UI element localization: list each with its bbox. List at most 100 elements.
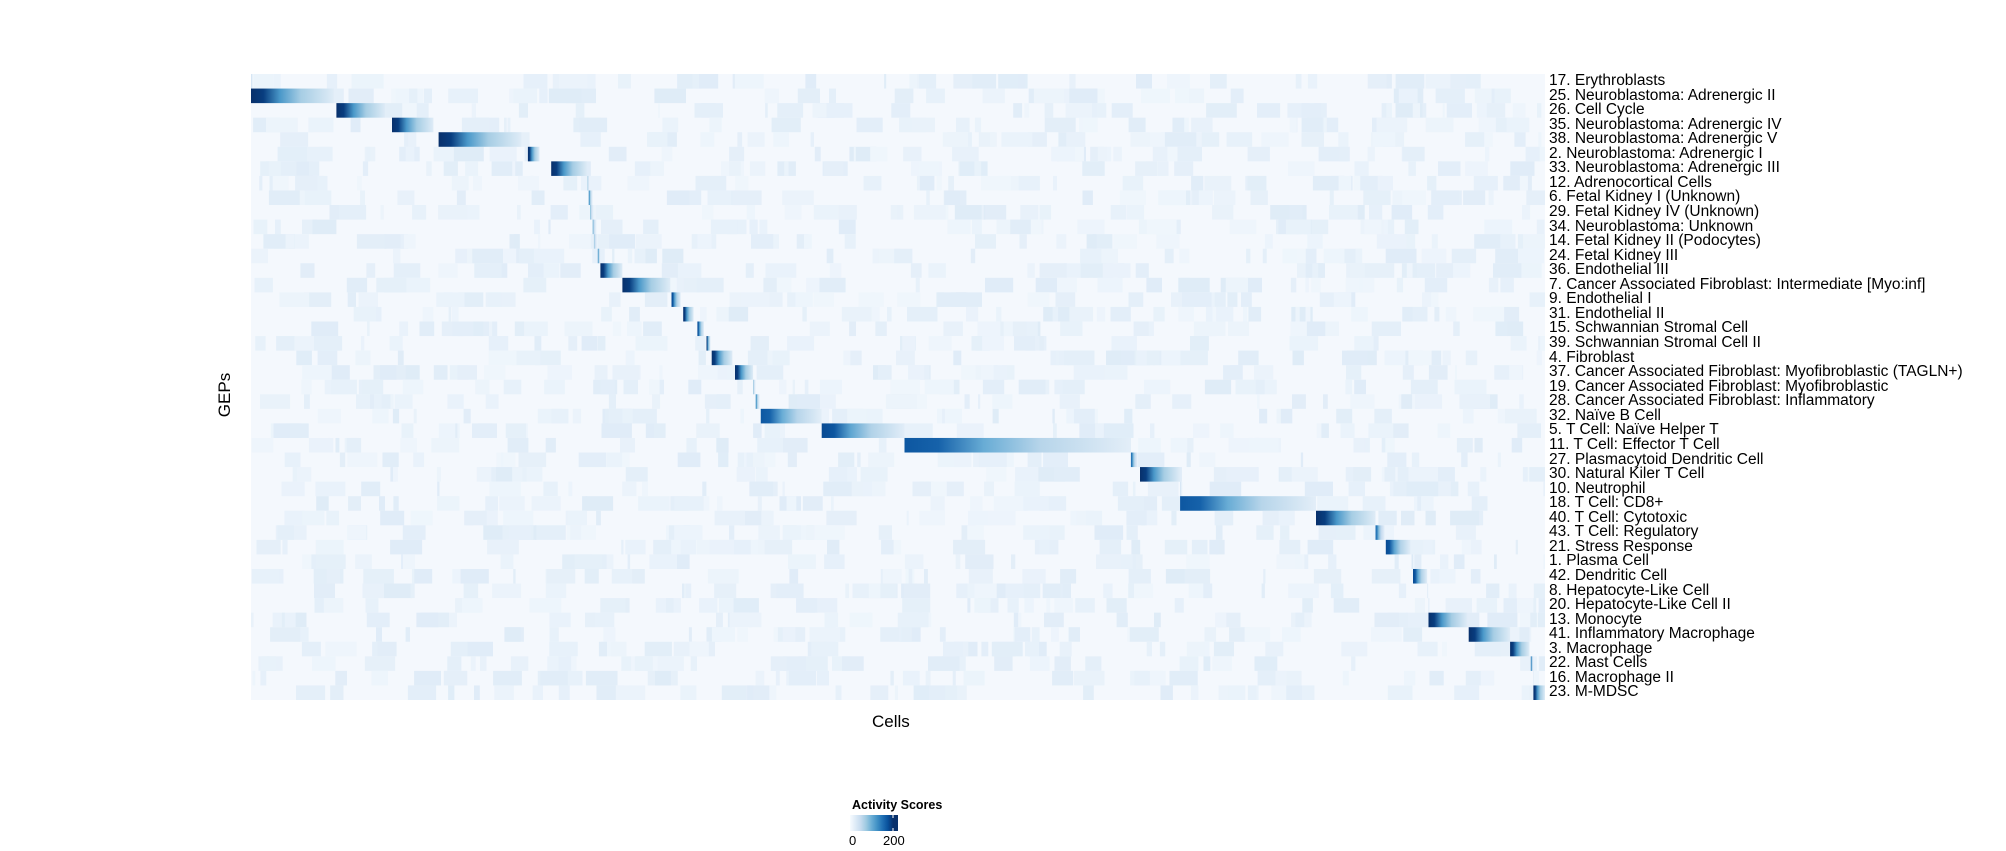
texture-band <box>437 496 460 511</box>
texture-band <box>528 263 544 278</box>
texture-band <box>1261 132 1289 147</box>
texture-band <box>585 670 618 686</box>
texture-band <box>1510 336 1527 351</box>
texture-band <box>701 496 710 511</box>
texture-band <box>551 408 569 424</box>
texture-band <box>937 408 962 424</box>
texture-band <box>546 568 576 584</box>
texture-band <box>1368 423 1394 438</box>
row-label: 7. Cancer Associated Fibroblast: Interme… <box>1549 275 1926 293</box>
texture-band <box>1212 205 1234 220</box>
texture-band <box>314 336 343 351</box>
texture-band <box>1471 496 1488 511</box>
texture-band <box>1438 161 1461 176</box>
texture-band <box>1487 612 1518 628</box>
texture-band <box>1354 161 1369 176</box>
texture-band <box>880 627 912 642</box>
texture-band <box>1376 234 1407 249</box>
texture-band <box>1412 554 1422 569</box>
texture-band <box>1167 74 1190 89</box>
texture-band <box>786 496 797 511</box>
texture-band <box>728 306 749 322</box>
texture-band <box>413 452 425 468</box>
texture-band <box>1425 117 1454 133</box>
texture-band <box>1295 554 1303 569</box>
texture-band <box>784 205 802 220</box>
texture-band <box>1083 685 1094 700</box>
heatmap-block-row-1 <box>251 88 334 104</box>
texture-band <box>764 423 780 438</box>
heatmap-block-row-34 <box>1413 568 1428 584</box>
texture-band <box>729 146 745 162</box>
texture-band <box>260 161 269 176</box>
texture-band <box>1052 277 1077 293</box>
texture-band <box>745 263 754 278</box>
texture-band <box>1453 321 1460 337</box>
texture-band <box>677 452 701 468</box>
texture-band <box>1136 394 1151 409</box>
texture-band <box>1113 234 1138 249</box>
texture-band <box>575 103 585 118</box>
texture-band <box>601 219 623 235</box>
texture-band <box>1230 88 1244 104</box>
texture-band <box>919 175 935 191</box>
texture-band <box>1075 598 1095 613</box>
texture-band <box>788 554 816 569</box>
texture-band <box>729 612 762 628</box>
row-label: 34. Neuroblastoma: Unknown <box>1549 217 1754 235</box>
texture-band <box>1186 452 1191 468</box>
texture-band <box>256 539 281 555</box>
texture-band <box>1023 583 1041 599</box>
texture-band <box>1522 467 1528 482</box>
texture-band <box>483 525 506 540</box>
texture-band <box>1156 234 1180 249</box>
texture-band <box>1474 437 1483 453</box>
texture-band <box>1387 685 1413 700</box>
texture-band <box>1401 394 1413 409</box>
texture-band <box>680 539 697 555</box>
texture-band <box>394 394 413 409</box>
texture-band <box>702 481 707 497</box>
texture-band <box>1301 132 1324 147</box>
texture-band <box>1015 467 1039 482</box>
texture-band <box>1302 554 1309 569</box>
texture-band <box>897 292 921 307</box>
texture-band <box>841 306 872 322</box>
texture-band <box>1227 292 1238 307</box>
texture-band <box>608 146 627 162</box>
texture-band <box>961 641 969 657</box>
texture-band <box>924 568 928 584</box>
texture-band <box>1215 525 1223 540</box>
texture-band <box>963 670 985 686</box>
texture-band <box>254 277 273 293</box>
texture-band <box>280 132 309 147</box>
texture-band <box>804 379 809 395</box>
texture-band <box>729 161 741 176</box>
texture-band <box>401 423 414 438</box>
texture-band <box>380 510 405 526</box>
texture-band <box>1281 627 1301 642</box>
texture-band <box>811 641 839 657</box>
texture-band <box>251 568 280 584</box>
texture-band <box>1228 685 1246 700</box>
row-label: 20. Hepatocyte-Like Cell II <box>1549 596 1731 614</box>
texture-band <box>970 496 983 511</box>
texture-band <box>945 481 964 497</box>
texture-band <box>1473 175 1498 191</box>
texture-band <box>1204 627 1217 642</box>
texture-band <box>779 423 785 438</box>
texture-band <box>852 583 869 599</box>
texture-band <box>986 467 1007 482</box>
texture-band <box>362 161 369 176</box>
texture-band <box>545 583 567 599</box>
heatmap-block-row-30 <box>1316 510 1376 526</box>
texture-band <box>1446 103 1472 118</box>
texture-band <box>488 350 517 366</box>
texture-band <box>796 234 809 249</box>
texture-band <box>1516 598 1534 613</box>
texture-band <box>1013 103 1023 118</box>
texture-band <box>1290 321 1307 337</box>
texture-band <box>282 539 288 555</box>
texture-band <box>1161 350 1184 366</box>
texture-band <box>331 365 350 380</box>
